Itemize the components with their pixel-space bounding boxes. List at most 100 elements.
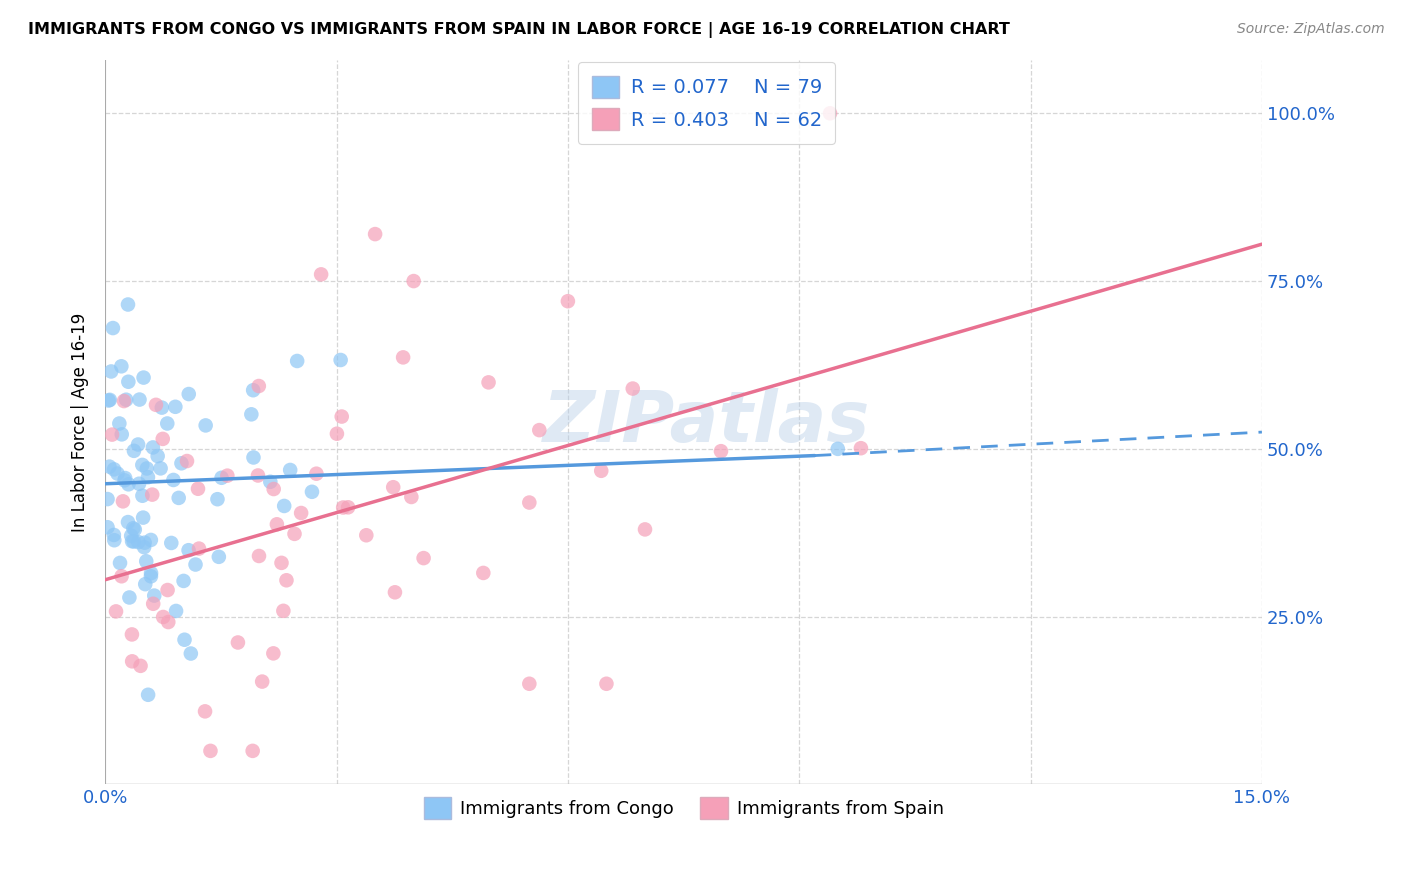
Point <box>472 566 495 580</box>
Legend: Immigrants from Congo, Immigrants from Spain: Immigrants from Congo, Immigrants from S… <box>416 789 950 826</box>
Point <box>242 383 264 397</box>
Point <box>111 494 134 508</box>
Point <box>132 510 155 524</box>
Point <box>278 463 301 477</box>
Point <box>337 500 360 515</box>
Point <box>276 574 298 588</box>
Point <box>105 604 128 618</box>
Point <box>122 534 145 549</box>
Point <box>246 468 269 483</box>
Text: IMMIGRANTS FROM CONGO VS IMMIGRANTS FROM SPAIN IN LABOR FORCE | AGE 16-19 CORREL: IMMIGRANTS FROM CONGO VS IMMIGRANTS FROM… <box>28 22 1010 38</box>
Point <box>184 558 207 572</box>
Point <box>356 528 378 542</box>
Point <box>100 364 122 378</box>
Point <box>177 387 200 401</box>
Point <box>160 536 183 550</box>
Point <box>134 577 156 591</box>
Point <box>170 456 193 470</box>
Point <box>208 549 231 564</box>
Point <box>247 549 270 563</box>
Point <box>517 495 540 509</box>
Point <box>146 449 169 463</box>
Point <box>180 647 202 661</box>
Point <box>141 487 163 501</box>
Point <box>114 473 136 487</box>
Point <box>200 744 222 758</box>
Point <box>309 268 332 282</box>
Text: ZIPatlas: ZIPatlas <box>543 387 870 457</box>
Point <box>139 569 162 583</box>
Point <box>173 632 195 647</box>
Point <box>242 744 264 758</box>
Point <box>305 467 328 481</box>
Point <box>162 473 184 487</box>
Point <box>157 615 180 629</box>
Point <box>710 444 733 458</box>
Point <box>270 556 292 570</box>
Point <box>136 688 159 702</box>
Point <box>128 476 150 491</box>
Point <box>98 459 121 474</box>
Point <box>156 582 179 597</box>
Point <box>101 321 124 335</box>
Point <box>117 477 139 491</box>
Point <box>285 354 308 368</box>
Point <box>108 417 131 431</box>
Point <box>332 500 354 515</box>
Point <box>139 566 162 580</box>
Point <box>117 515 139 529</box>
Point <box>96 520 118 534</box>
Point <box>97 393 120 408</box>
Point <box>621 382 644 396</box>
Point <box>156 417 179 431</box>
Point <box>266 517 288 532</box>
Point <box>128 392 150 407</box>
Point <box>477 376 499 390</box>
Point <box>262 646 284 660</box>
Point <box>301 484 323 499</box>
Point <box>101 427 124 442</box>
Point <box>131 489 153 503</box>
Point <box>122 443 145 458</box>
Point <box>149 461 172 475</box>
Point <box>382 480 405 494</box>
Point <box>150 401 173 415</box>
Point <box>136 470 159 484</box>
Point <box>167 491 190 505</box>
Point <box>135 554 157 568</box>
Point <box>112 394 135 409</box>
Point <box>117 297 139 311</box>
Point <box>207 492 229 507</box>
Point <box>412 551 434 566</box>
Point <box>247 379 270 393</box>
Point <box>152 610 174 624</box>
Point <box>122 521 145 535</box>
Point <box>402 274 425 288</box>
Point <box>364 227 387 241</box>
Point <box>135 461 157 475</box>
Point <box>107 467 129 481</box>
Point <box>108 556 131 570</box>
Point <box>115 392 138 407</box>
Point <box>121 627 143 641</box>
Point <box>250 674 273 689</box>
Point <box>142 597 165 611</box>
Point <box>96 492 118 507</box>
Point <box>121 654 143 668</box>
Point <box>177 543 200 558</box>
Point <box>98 392 121 407</box>
Point <box>103 462 125 476</box>
Point <box>217 468 239 483</box>
Point <box>326 426 349 441</box>
Point <box>194 418 217 433</box>
Point <box>134 540 156 554</box>
Point <box>818 106 841 120</box>
Point <box>591 464 613 478</box>
Point <box>401 490 423 504</box>
Point <box>211 471 233 485</box>
Point <box>165 604 187 618</box>
Point <box>634 522 657 536</box>
Point <box>143 589 166 603</box>
Point <box>132 370 155 384</box>
Point <box>110 569 132 583</box>
